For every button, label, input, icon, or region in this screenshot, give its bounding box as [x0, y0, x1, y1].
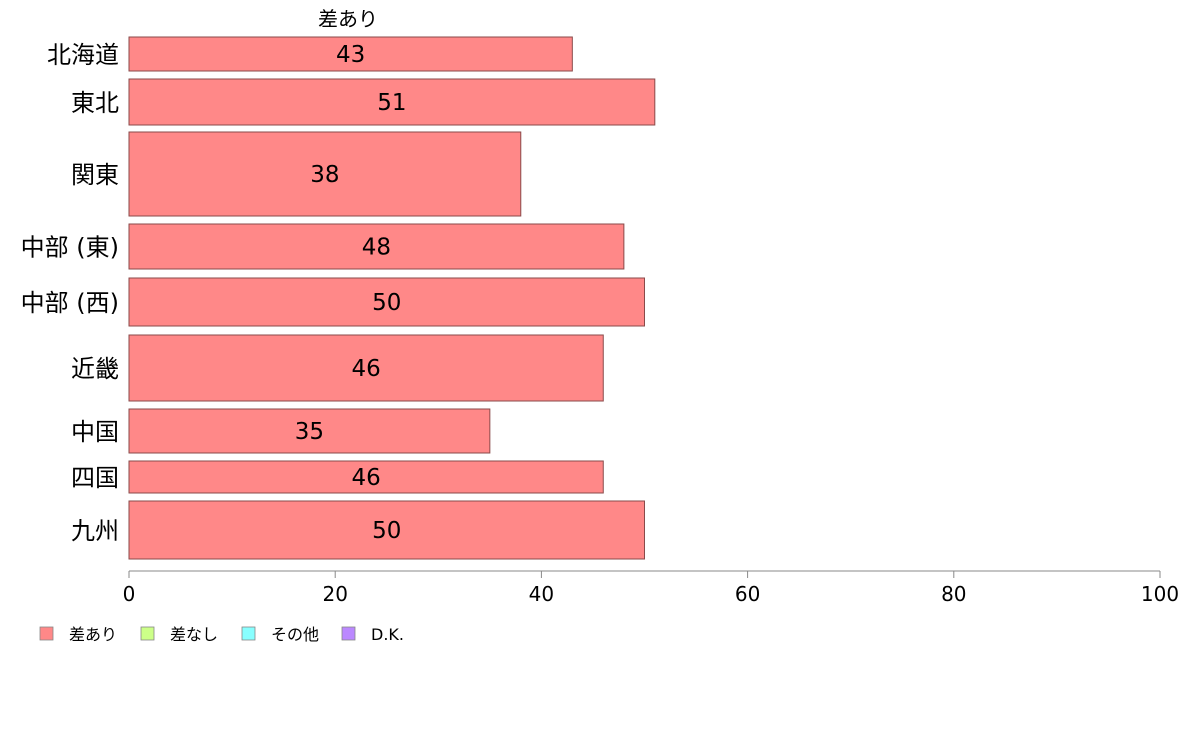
- category-label-1: 東北: [71, 89, 119, 117]
- category-label-6: 中国: [71, 418, 119, 446]
- legend-swatch-2: [241, 626, 256, 641]
- x-tick-label-5: 100: [1141, 582, 1179, 606]
- bar-3: [128, 223, 625, 270]
- value-label-5: 46: [351, 356, 380, 382]
- category-label-2: 関東: [71, 161, 119, 189]
- series-title: 差あり: [318, 7, 378, 31]
- legend-label-0: 差あり: [69, 625, 117, 644]
- category-label-4: 中部 (西): [21, 289, 119, 317]
- legend-swatch-1: [140, 626, 155, 641]
- value-label-8: 50: [372, 518, 401, 544]
- category-label-3: 中部 (東): [21, 234, 119, 262]
- value-label-0: 43: [336, 42, 365, 68]
- legend-label-1: 差なし: [170, 625, 218, 644]
- bar-4: [128, 277, 645, 327]
- value-label-6: 35: [295, 419, 324, 445]
- value-label-1: 51: [377, 90, 406, 116]
- bar-7: [128, 460, 604, 494]
- x-tick-label-4: 80: [941, 582, 966, 606]
- value-label-7: 46: [351, 465, 380, 491]
- bar-6: [128, 408, 491, 454]
- bar-2: [128, 131, 522, 217]
- category-label-8: 九州: [71, 517, 119, 545]
- category-label-7: 四国: [71, 464, 119, 492]
- x-tick-label-1: 20: [322, 582, 347, 606]
- x-tick-label-3: 60: [735, 582, 760, 606]
- category-label-0: 北海道: [47, 41, 119, 69]
- bars-group: 43 北海道 51 東北 38 関東 48 中部 (東) 50 中部 (西) 46 近畿 35 中国 46 四…: [21, 36, 656, 560]
- legend: 差あり 差なし その他 D.K.: [39, 625, 404, 644]
- x-tick-label-2: 40: [529, 582, 554, 606]
- legend-swatch-3: [341, 626, 356, 641]
- bar-1: [128, 78, 656, 126]
- x-tick-label-0: 0: [123, 582, 136, 606]
- value-label-4: 50: [372, 290, 401, 316]
- category-label-5: 近畿: [71, 355, 119, 383]
- value-label-2: 38: [310, 162, 339, 188]
- bar-8: [128, 500, 645, 560]
- value-label-3: 48: [362, 235, 391, 261]
- bar-0: [128, 36, 573, 72]
- bar-5: [128, 334, 604, 402]
- legend-swatch-0: [39, 626, 54, 641]
- legend-label-3: D.K.: [371, 625, 404, 644]
- x-axis: 0 20 40 60 80 100: [123, 570, 1179, 606]
- legend-label-2: その他: [271, 625, 319, 644]
